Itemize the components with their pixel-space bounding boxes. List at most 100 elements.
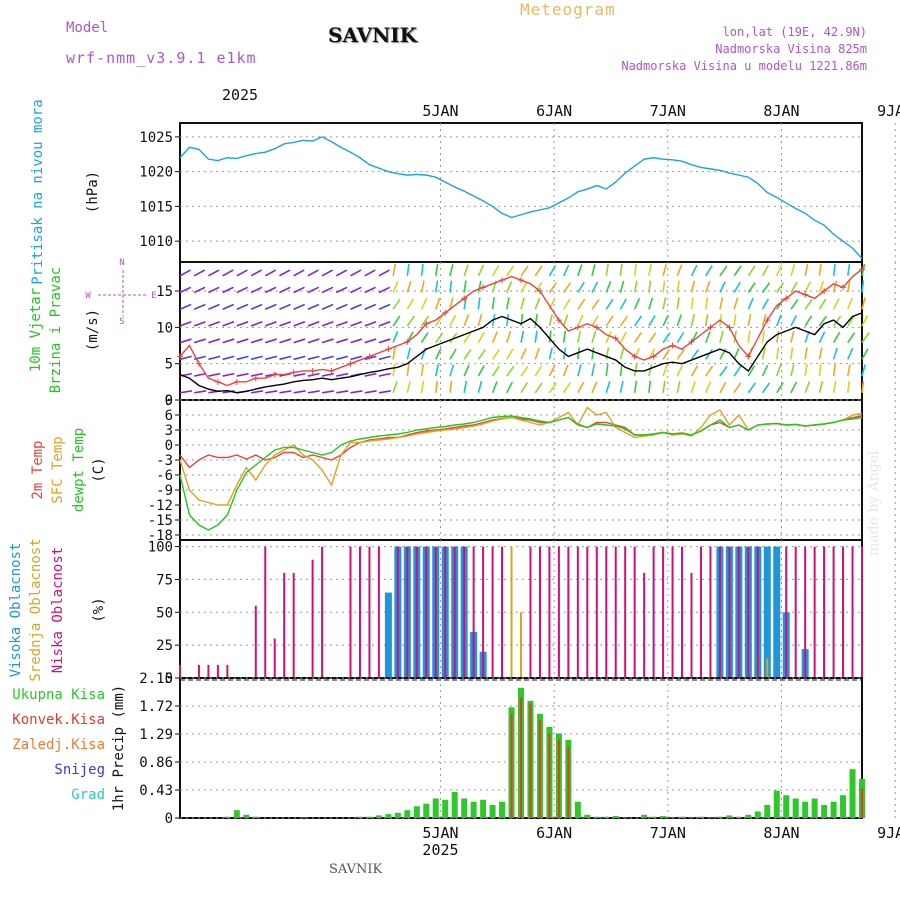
wind-arrow xyxy=(832,347,838,360)
wind-arrow xyxy=(605,347,610,360)
wind-gust-marker xyxy=(707,324,714,331)
cloud-low-bar xyxy=(557,546,560,678)
precip-total-bar xyxy=(811,798,818,818)
wind-arrow xyxy=(648,332,657,344)
wind-arrow xyxy=(591,281,599,293)
wind-arrow xyxy=(222,269,234,277)
wind-gust-marker xyxy=(385,346,392,353)
wind-gust-marker xyxy=(309,367,316,374)
wind-arrow xyxy=(350,355,363,361)
cloud-unit-label: (%) xyxy=(91,597,107,622)
wind-arrow xyxy=(719,297,724,310)
wind-arrow xyxy=(321,338,334,344)
wind-arrow xyxy=(179,286,192,294)
wind-arrow xyxy=(832,263,836,276)
wind-gust-marker xyxy=(631,353,638,360)
wind-arrow xyxy=(690,280,696,293)
cloud-low-bar xyxy=(349,546,352,678)
wind-arrow xyxy=(861,315,869,327)
wind-arrow xyxy=(435,332,444,344)
wind-arrow xyxy=(378,321,391,327)
wind-arrow xyxy=(619,280,625,293)
wind-arrow xyxy=(449,280,453,293)
wind-arrow xyxy=(633,280,638,293)
wind-arrow xyxy=(179,390,192,394)
precip-total-bar xyxy=(451,791,458,818)
precip-total-bar xyxy=(489,804,496,818)
wind-arrow xyxy=(449,348,457,360)
wind-arrow xyxy=(364,321,377,327)
wind-arrow xyxy=(449,332,458,344)
cloud-low-bar xyxy=(756,546,759,678)
precip-total-bar xyxy=(688,817,695,818)
wind-arrow xyxy=(633,380,638,393)
wind-arrow xyxy=(719,330,724,343)
cloud-low-bar xyxy=(197,664,200,678)
cloud-low-bar xyxy=(804,546,807,678)
cloud-low-bar xyxy=(453,546,456,678)
wind-arrow xyxy=(619,298,627,310)
wind-arrow xyxy=(548,282,558,293)
wind-arrow xyxy=(790,364,795,377)
model-name: wrf-nmm_v3.9.1 e1km xyxy=(66,49,257,67)
wind-arrow xyxy=(577,347,581,360)
wind-arrow xyxy=(534,282,543,293)
precip-total-bar xyxy=(499,801,506,818)
precip-total-bar xyxy=(660,816,667,818)
wind-arrow xyxy=(491,365,500,377)
wind-arrow xyxy=(279,303,291,310)
wind-arrow xyxy=(307,303,320,310)
wind-arrow xyxy=(747,265,756,277)
wind-arrow xyxy=(463,280,467,293)
wind-arrow xyxy=(222,286,234,294)
wind-arrow xyxy=(449,380,453,393)
wind-arrow xyxy=(676,380,681,393)
cloud-mid-bar xyxy=(510,546,513,678)
wind-arrow xyxy=(747,330,751,343)
wind-arrow xyxy=(662,314,669,327)
wind-arrow xyxy=(804,315,813,327)
wind-arrow xyxy=(336,355,349,361)
wind-arrow xyxy=(832,364,836,377)
wind-arrow xyxy=(548,382,558,394)
wind-arrow xyxy=(676,364,684,377)
precip-ytick-label: 0 xyxy=(165,811,173,827)
wind-arrow xyxy=(804,263,809,276)
cloud-low-bar xyxy=(728,546,731,678)
temp-frame xyxy=(179,399,863,541)
wind-gust-marker xyxy=(290,369,297,376)
wind-arrow xyxy=(776,382,784,394)
wind-gust-marker xyxy=(783,295,790,302)
wind-arrow xyxy=(434,380,439,393)
wind-arrow xyxy=(449,364,455,377)
precip-total-bar xyxy=(716,816,723,818)
precip-total-bar xyxy=(802,801,809,818)
cloud-low-bar xyxy=(576,546,579,678)
wind-arrow xyxy=(761,298,770,310)
precip-total-bar xyxy=(679,816,686,818)
wind-arrow xyxy=(761,382,771,394)
wind-arrow xyxy=(747,282,756,293)
wind-arrow xyxy=(775,364,782,377)
precip-total-bar xyxy=(697,816,704,818)
wind-arrow xyxy=(662,380,666,393)
wind-arrow xyxy=(619,263,623,276)
cloud-low-bar xyxy=(747,546,750,678)
temp-ytick-label: 6 xyxy=(165,408,173,424)
wind-gust-marker xyxy=(328,367,335,374)
wind-gust-marker xyxy=(461,295,468,302)
wind-arrow xyxy=(208,269,220,277)
precip-total-bar xyxy=(641,814,648,818)
temp-ytick-label: -12 xyxy=(148,498,173,514)
wind-arrow xyxy=(690,349,700,360)
precip-ytick-label: 0.86 xyxy=(139,755,173,771)
pressure-ylabel: Pritisak na nivou mora xyxy=(30,99,46,284)
precip-total-bar xyxy=(366,816,373,818)
wind-arrow xyxy=(591,298,600,310)
cloud-low-bar xyxy=(529,546,532,678)
wind-gust-marker xyxy=(745,353,752,360)
wind-speed-line xyxy=(179,312,863,394)
wind-arrow xyxy=(861,280,865,293)
wind-arrow xyxy=(548,314,554,327)
temp-ytick-label: -9 xyxy=(156,483,173,499)
